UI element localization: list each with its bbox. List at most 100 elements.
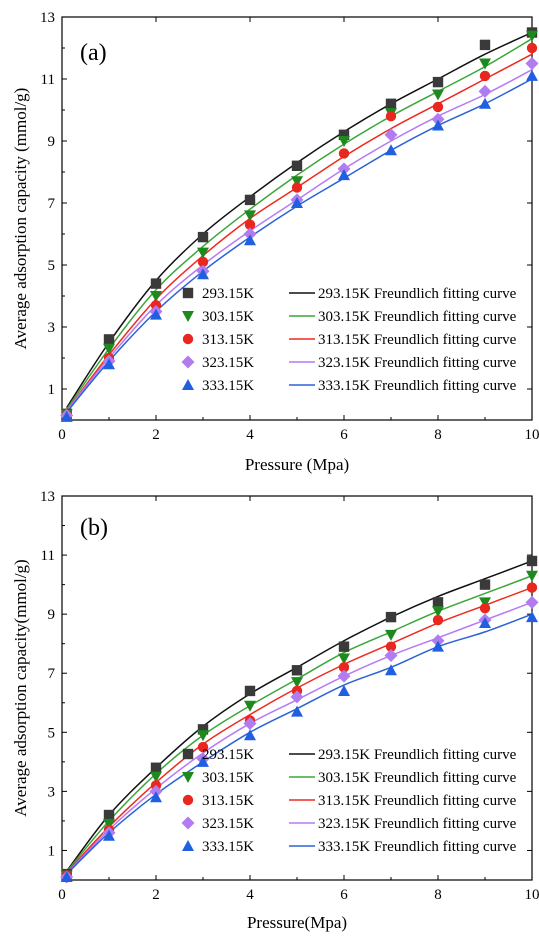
data-point-303.15K <box>197 247 209 259</box>
data-point-323.15K <box>384 128 398 142</box>
data-point-333.15K <box>244 234 256 246</box>
legend-fit-label: 303.15K Freundlich fitting curve <box>318 770 517 786</box>
data-point-303.15K <box>479 58 491 70</box>
data-point-303.15K <box>479 597 491 609</box>
y-tick-label: 5 <box>48 725 56 741</box>
y-tick-label: 13 <box>40 10 55 26</box>
data-point-293.15K <box>291 665 303 676</box>
data-point-293.15K <box>103 809 115 821</box>
data-point-333.15K <box>338 684 350 696</box>
data-point-303.15K <box>244 700 256 712</box>
data-point-303.15K <box>432 89 444 101</box>
data-point-293.15K <box>432 597 444 608</box>
y-tick-label: 7 <box>48 666 56 682</box>
data-point-333.15K <box>291 197 303 208</box>
data-point-293.15K <box>197 724 209 735</box>
x-tick-label: 4 <box>246 887 254 903</box>
data-point-313.15K <box>526 42 538 54</box>
data-point-313.15K <box>479 70 491 82</box>
legend-label: 323.15K <box>202 355 254 371</box>
data-point-293.15K <box>150 278 162 289</box>
data-point-293.15K <box>526 555 538 567</box>
y-tick-label: 13 <box>40 489 55 505</box>
data-point-303.15K <box>338 136 350 147</box>
x-tick-label: 4 <box>246 427 254 443</box>
legend-fit-label: 323.15K Freundlich fitting curve <box>318 355 517 371</box>
y-axis-label: Average adsorption capacity(mmol/g) <box>11 559 30 816</box>
legend-label: 313.15K <box>202 793 254 809</box>
data-point-333.15K <box>479 97 491 109</box>
legend-label: 303.15K <box>202 770 254 786</box>
x-tick-label: 2 <box>152 887 160 903</box>
data-point-323.15K <box>384 649 398 663</box>
data-point-303.15K <box>103 343 115 355</box>
y-tick-label: 9 <box>48 607 56 623</box>
legend-marker-313.15K <box>182 794 194 806</box>
data-point-303.15K <box>291 677 303 689</box>
data-point-333.15K <box>103 358 115 370</box>
data-point-313.15K <box>244 219 256 230</box>
data-point-333.15K <box>197 268 209 280</box>
y-tick-label: 9 <box>48 134 56 150</box>
x-tick-label: 0 <box>58 427 66 443</box>
data-point-303.15K <box>291 176 303 188</box>
data-point-333.15K <box>103 829 115 841</box>
data-point-313.15K <box>432 614 444 626</box>
fit-curve-303.15K <box>66 38 533 410</box>
legend-label: 313.15K <box>202 332 254 348</box>
legend-marker-303.15K <box>182 772 194 783</box>
data-point-303.15K <box>385 629 397 641</box>
data-point-333.15K <box>60 410 73 422</box>
x-tick-label: 6 <box>340 887 348 903</box>
y-axis-label: Average adsorption capacity (mmol/g) <box>11 88 30 350</box>
data-point-313.15K <box>338 148 350 159</box>
data-point-303.15K <box>244 210 256 222</box>
data-point-323.15K <box>525 57 539 70</box>
data-point-303.15K <box>338 653 350 665</box>
legend-marker-323.15K <box>181 816 195 830</box>
data-point-333.15K <box>197 755 209 767</box>
legend-label: 303.15K <box>202 309 254 325</box>
data-point-333.15K <box>338 169 350 181</box>
legend-fit-label: 293.15K Freundlich fitting curve <box>318 747 517 763</box>
data-point-333.15K <box>526 69 538 81</box>
data-point-293.15K <box>338 129 350 140</box>
x-tick-label: 10 <box>525 427 539 443</box>
legend-marker-333.15K <box>182 840 194 851</box>
fit-curve-293.15K <box>66 31 533 409</box>
x-tick-label: 6 <box>340 427 348 443</box>
data-point-303.15K <box>103 818 115 830</box>
data-point-333.15K <box>526 611 538 623</box>
data-point-313.15K <box>197 256 209 268</box>
x-tick-label: 2 <box>152 427 160 443</box>
data-point-323.15K <box>337 669 351 683</box>
data-point-313.15K <box>338 662 350 673</box>
legend-fit-label: 333.15K Freundlich fitting curve <box>318 378 517 394</box>
data-point-323.15K <box>243 227 257 241</box>
y-tick-label: 5 <box>48 258 56 274</box>
legend-fit-label: 293.15K Freundlich fitting curve <box>318 286 517 302</box>
data-point-303.15K <box>150 771 162 783</box>
data-point-303.15K <box>526 570 538 582</box>
data-point-293.15K <box>291 160 303 171</box>
data-point-313.15K <box>526 582 538 593</box>
y-tick-label: 3 <box>48 784 56 800</box>
data-point-323.15K <box>525 595 539 609</box>
data-point-333.15K <box>150 308 162 320</box>
panel-label: (b) <box>80 515 108 541</box>
data-point-293.15K <box>432 76 444 88</box>
data-point-303.15K <box>150 291 162 302</box>
data-point-313.15K <box>291 182 303 193</box>
x-tick-label: 10 <box>525 887 539 903</box>
x-axis-label: Pressure (Mpa) <box>245 455 349 474</box>
data-point-323.15K <box>243 716 257 730</box>
legend-label: 293.15K <box>202 286 254 302</box>
legend-fit-label: 313.15K Freundlich fitting curve <box>318 332 517 348</box>
legend-marker-303.15K <box>182 311 194 322</box>
legend-fit-label: 313.15K Freundlich fitting curve <box>318 793 517 809</box>
data-point-293.15K <box>385 98 397 109</box>
y-tick-label: 11 <box>41 72 55 88</box>
legend-label: 333.15K <box>202 839 254 855</box>
